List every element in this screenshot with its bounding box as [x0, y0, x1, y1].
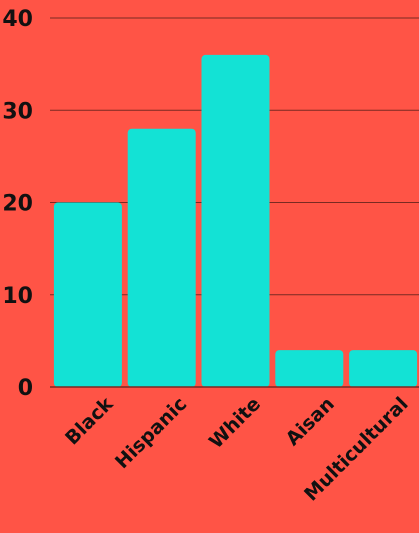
y-tick-label-30: 30 — [2, 99, 33, 124]
y-tick-label-0: 0 — [18, 376, 33, 401]
x-tick-label-white: White — [205, 393, 265, 453]
x-tick-label-black: Black — [61, 393, 118, 450]
bar-multicultural — [349, 350, 418, 387]
bar-white — [201, 54, 270, 388]
bar-aisan — [275, 350, 344, 387]
x-tick-label-hispanic: Hispanic — [111, 393, 191, 473]
bar-black — [53, 202, 122, 387]
x-tick-label-aisan: Aisan — [282, 393, 339, 450]
bar-hispanic — [127, 128, 196, 387]
y-tick-label-10: 10 — [2, 284, 33, 309]
y-tick-label-20: 20 — [2, 192, 33, 217]
y-tick-label-40: 40 — [2, 7, 33, 32]
